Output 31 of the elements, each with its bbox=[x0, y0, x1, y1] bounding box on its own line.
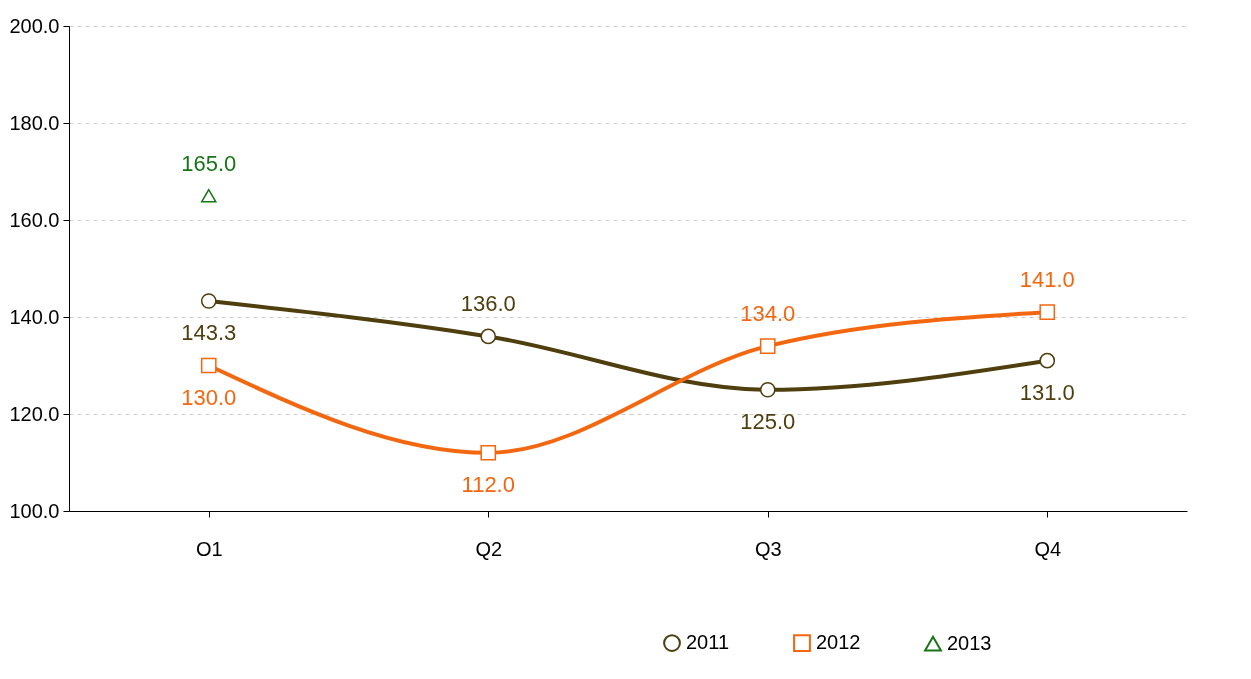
x-tick-label: Q4 bbox=[1034, 537, 1062, 560]
legend-label: 2011 bbox=[686, 631, 730, 654]
x-tick-label: O1 bbox=[195, 537, 223, 560]
x-tick-label: Q2 bbox=[475, 537, 503, 560]
data-label: 141.0 bbox=[1019, 267, 1075, 293]
data-label: 131.0 bbox=[1019, 379, 1075, 405]
legend-label: 2013 bbox=[947, 631, 992, 654]
data-label: 143.3 bbox=[181, 319, 237, 345]
y-tick-label: 160.0 bbox=[9, 208, 60, 231]
y-tick-label: 180.0 bbox=[9, 111, 60, 134]
data-label: 130.0 bbox=[181, 384, 237, 410]
point bbox=[200, 293, 217, 309]
point bbox=[480, 444, 497, 461]
point bbox=[200, 357, 217, 374]
y-tick-label: 120.0 bbox=[9, 402, 60, 425]
data-label: 136.0 bbox=[460, 291, 516, 317]
y-tick-label: 140.0 bbox=[9, 305, 60, 328]
legend-label: 2012 bbox=[816, 631, 861, 654]
data-label: 165.0 bbox=[181, 150, 237, 176]
data-label: 125.0 bbox=[740, 408, 796, 434]
point bbox=[1039, 304, 1056, 320]
y-tick-label: 200.0 bbox=[9, 14, 60, 37]
point bbox=[200, 188, 217, 203]
data-label: 112.0 bbox=[461, 471, 515, 497]
point bbox=[759, 381, 776, 398]
point bbox=[759, 338, 776, 354]
data-label: 134.0 bbox=[740, 301, 796, 327]
y-tick-label: 100.0 bbox=[9, 499, 60, 522]
point bbox=[1039, 352, 1056, 369]
x-tick-label: Q3 bbox=[754, 537, 782, 560]
point bbox=[480, 328, 497, 345]
